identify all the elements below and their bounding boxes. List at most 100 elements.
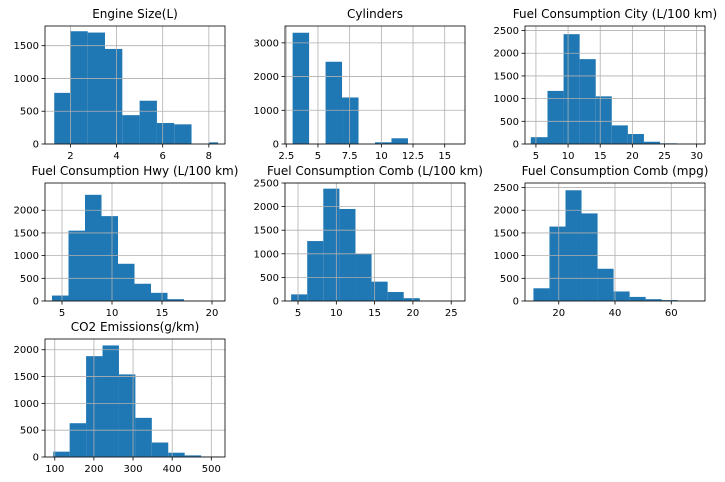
histogram-bar [645,299,662,301]
histogram-bar [403,298,420,301]
x-tick-label: 4 [113,151,119,162]
x-tick-label: 15 [368,308,381,319]
histogram-bar [135,417,152,457]
y-tick-label: 2000 [494,206,519,217]
x-tick-label: 5 [533,151,539,162]
y-tick-label: 1500 [14,41,39,52]
x-tick-label: 15 [594,151,607,162]
x-tick-label: 25 [658,151,671,162]
histogram-bar [85,194,102,301]
histogram-bar [69,423,87,457]
histogram-bar [323,188,340,301]
y-tick-label: 500 [500,117,519,128]
histogram-bar [122,115,140,144]
x-tick-label: 200 [84,464,103,475]
histogram-bar [325,61,343,144]
histogram-bar [613,291,630,301]
x-tick-label: 5 [295,308,301,319]
histogram-bar [533,288,550,301]
histogram-bar [102,345,119,457]
subplot-title: Engine Size(L) [92,7,178,21]
subplot-title: Fuel Consumption Hwy (L/100 km) [32,164,239,178]
y-tick-label: 1500 [14,372,39,383]
y-tick-label: 0 [513,140,519,151]
histogram-bar [292,32,310,144]
y-tick-label: 1000 [14,399,39,410]
histogram-panel: 2.5 5 7.5 10 12.5 15 0 1000 2000 3000 Cylinders [254,7,466,162]
y-tick-label: 1000 [254,106,279,117]
x-tick-label: 12.5 [402,151,424,162]
histogram-bar [597,268,614,301]
histogram-panel: 2 4 6 8 0 500 1000 1500 Engine Size(L) [14,7,226,162]
x-tick-label: 25 [445,308,458,319]
histogram-bar [53,451,70,457]
histogram-bar [581,213,598,301]
x-tick-label: 20 [552,308,565,319]
y-tick-label: 2000 [14,206,39,217]
y-tick-label: 1000 [14,251,39,262]
x-tick-label: 10 [106,308,119,319]
x-tick-label: 2 [67,151,73,162]
histogram-bar [68,230,85,301]
x-tick-label: 300 [123,464,142,475]
histogram-bar [118,263,135,301]
histogram-bar [307,241,324,301]
histogram-bar [565,190,582,301]
x-tick-label: 60 [665,308,678,319]
histogram-bar [579,59,596,144]
subplot-title: Fuel Consumption Comb (L/100 km) [267,164,483,178]
axes-frame [44,182,226,302]
y-tick-label: 0 [273,297,279,308]
x-tick-label: 20 [206,308,219,319]
histogram-bar [627,134,644,144]
histogram-bar [52,295,69,301]
axes-frame [44,338,226,458]
y-tick-label: 1000 [494,251,519,262]
histogram-bar [168,452,185,457]
x-tick-label: 20 [626,151,639,162]
histogram-bar [174,124,192,144]
y-tick-label: 2500 [254,179,279,190]
y-tick-label: 0 [33,297,39,308]
x-tick-label: 7.5 [342,151,358,162]
x-tick-label: 10 [375,151,388,162]
y-tick-label: 0 [513,297,519,308]
axes-frame [44,25,226,145]
x-tick-label: 8 [206,151,212,162]
histogram-bar [549,226,566,301]
y-tick-label: 500 [500,274,519,285]
histogram-bar [563,34,580,144]
x-tick-label: 500 [202,464,221,475]
y-tick-label: 500 [20,426,39,437]
x-tick-label: 2.5 [278,151,294,162]
histogram-bar [342,97,359,144]
axes-frame [524,25,706,145]
histogram-bar [208,142,219,144]
histogram-bar [139,100,157,144]
axes-frame [284,25,466,145]
histogram-bar [156,123,175,144]
y-tick-label: 1500 [254,226,279,237]
histogram-bar [184,455,202,457]
histogram-bar [87,32,105,145]
histogram-bar [151,292,168,301]
x-tick-label: 40 [609,308,622,319]
x-tick-label: 5 [59,308,65,319]
histogram-bar [661,300,678,301]
x-tick-label: 5 [315,151,321,162]
y-tick-label: 500 [20,274,39,285]
y-tick-label: 500 [260,273,279,284]
subplot-title: CO2 Emissions(g/km) [71,320,200,334]
subplot-title: Fuel Consumption City (L/100 km) [513,7,717,21]
histogram-panel: 5 10 15 20 25 30 0 500 1000 1500 2000 2500 Fuel Cons… [494,7,718,162]
histogram-bar [391,138,408,144]
y-tick-label: 1500 [14,228,39,239]
histogram-panel: 5 10 15 20 0 500 1000 1500 2000 Fuel Consumption … [14,164,239,319]
histogram-panel: 100 200 300 400 500 0 500 1000 1500 2000 CO2 Emiss… [14,320,226,475]
histogram-bar [54,92,71,144]
histogram-bar [643,141,660,144]
x-tick-label: 400 [163,464,182,475]
